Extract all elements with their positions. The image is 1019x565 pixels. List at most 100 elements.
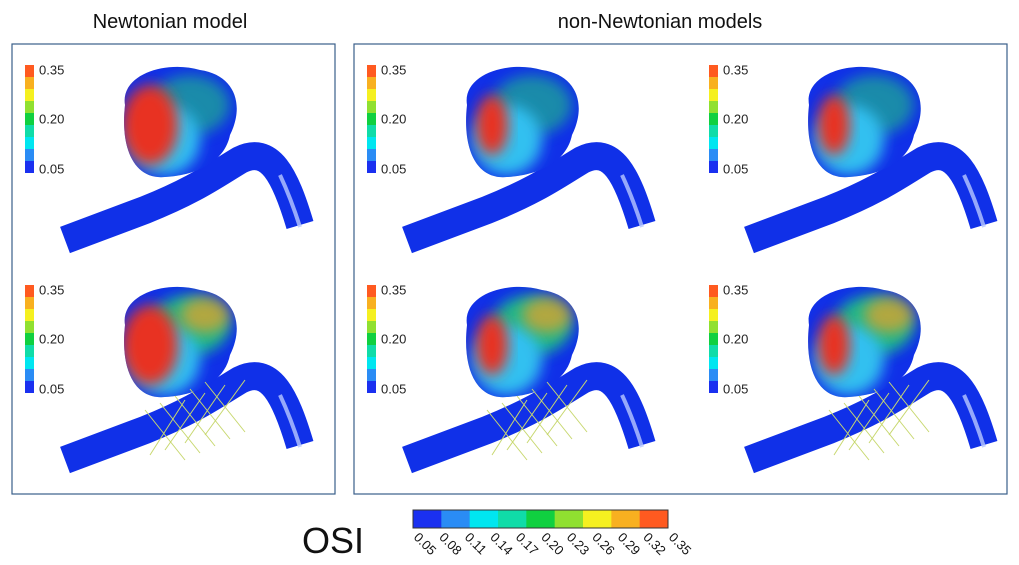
- legend-label: 0.20: [39, 111, 64, 126]
- legend-swatch: [367, 345, 376, 357]
- legend-swatch: [25, 345, 34, 357]
- colorbar-tick: 0.23: [564, 530, 593, 559]
- legend-swatch: [367, 149, 376, 161]
- legend-swatch: [25, 161, 34, 173]
- legend-swatch: [25, 285, 34, 297]
- legend-swatch: [709, 113, 718, 125]
- panel: 0.35 0.20 0.05: [709, 62, 984, 240]
- panels: 0.350.200.050.350.200.050.350.200.050.35…: [25, 62, 984, 460]
- colorbar-tick: 0.20: [538, 530, 567, 559]
- legend-swatch: [709, 381, 718, 393]
- colorbar-tick: 0.05: [411, 530, 440, 559]
- legend-label: 0.20: [723, 111, 748, 126]
- heat-red: [476, 95, 508, 155]
- legend-swatch: [25, 381, 34, 393]
- colorbar-tick: 0.26: [589, 530, 618, 559]
- legend-swatch: [709, 297, 718, 309]
- legend-label: 0.05: [723, 161, 748, 176]
- colorbar-swatch: [583, 510, 612, 528]
- legend-label: 0.35: [39, 282, 64, 297]
- legend-swatch: [367, 101, 376, 113]
- legend-label: 0.35: [39, 62, 64, 77]
- panel: 0.35 0.20 0.05: [367, 282, 642, 460]
- legend-swatch: [367, 161, 376, 173]
- legend-swatch: [25, 89, 34, 101]
- legend-swatch: [709, 149, 718, 161]
- legend-label: 0.35: [723, 62, 748, 77]
- left-title: Newtonian model: [93, 11, 248, 33]
- legend-label: 0.20: [39, 331, 64, 346]
- legend-swatch: [709, 161, 718, 173]
- legend-swatch: [709, 321, 718, 333]
- legend-swatch: [709, 101, 718, 113]
- colorbar-swatch: [441, 510, 470, 528]
- legend-label: 0.05: [39, 381, 64, 396]
- legend-swatch: [709, 333, 718, 345]
- legend-swatch: [709, 65, 718, 77]
- legend-swatch: [367, 381, 376, 393]
- colorbar-tick: 0.08: [436, 530, 465, 559]
- legend-swatch: [25, 309, 34, 321]
- legend-swatch: [709, 285, 718, 297]
- heat-red: [122, 85, 178, 165]
- legend-swatch: [25, 333, 34, 345]
- panel: 0.35 0.20 0.05: [25, 62, 300, 240]
- colorbar-tick: 0.17: [513, 530, 542, 559]
- legend-swatch: [709, 309, 718, 321]
- legend-label: 0.35: [723, 282, 748, 297]
- heat-red: [122, 305, 178, 385]
- heat-red: [818, 95, 850, 155]
- legend-label: 0.05: [381, 381, 406, 396]
- right-title: non-Newtonian models: [558, 11, 763, 33]
- heat-orange: [522, 297, 572, 333]
- legend-swatch: [25, 113, 34, 125]
- colorbar: 0.050.080.110.140.170.200.230.260.290.32…: [411, 510, 695, 558]
- colorbar-tick: 0.29: [615, 530, 644, 559]
- colorbar-swatch: [526, 510, 555, 528]
- legend-swatch: [367, 125, 376, 137]
- legend-swatch: [25, 77, 34, 89]
- legend-swatch: [25, 149, 34, 161]
- legend-swatch: [367, 369, 376, 381]
- legend-swatch: [367, 333, 376, 345]
- colorbar-swatch: [611, 510, 640, 528]
- colorbar-tick: 0.35: [666, 530, 695, 559]
- legend-swatch: [25, 137, 34, 149]
- legend-label: 0.05: [39, 161, 64, 176]
- colorbar-tick: 0.11: [462, 530, 490, 558]
- panel: 0.35 0.20 0.05: [367, 62, 642, 240]
- legend-label: 0.35: [381, 62, 406, 77]
- legend-swatch: [25, 65, 34, 77]
- legend-label: 0.20: [381, 111, 406, 126]
- legend-swatch: [367, 309, 376, 321]
- legend-swatch: [25, 357, 34, 369]
- colorbar-swatch: [470, 510, 499, 528]
- legend-swatch: [367, 285, 376, 297]
- legend-label: 0.05: [723, 381, 748, 396]
- legend-label: 0.05: [381, 161, 406, 176]
- legend-label: 0.20: [381, 331, 406, 346]
- legend-swatch: [25, 297, 34, 309]
- colorbar-tick: 0.32: [640, 530, 669, 559]
- colorbar-swatch: [498, 510, 527, 528]
- heat-red: [818, 315, 850, 375]
- legend-swatch: [367, 77, 376, 89]
- colorbar-swatch: [413, 510, 442, 528]
- legend-swatch: [367, 357, 376, 369]
- legend-swatch: [25, 101, 34, 113]
- legend-swatch: [25, 125, 34, 137]
- legend-swatch: [25, 321, 34, 333]
- heat-orange: [864, 297, 914, 333]
- legend-label: 0.20: [723, 331, 748, 346]
- heat-orange: [180, 297, 230, 333]
- legend-swatch: [709, 357, 718, 369]
- legend-swatch: [367, 89, 376, 101]
- legend-swatch: [367, 113, 376, 125]
- legend-label: 0.35: [381, 282, 406, 297]
- legend-swatch: [367, 297, 376, 309]
- heat-red: [476, 315, 508, 375]
- colorbar-tick: 0.14: [487, 530, 516, 559]
- legend-swatch: [709, 77, 718, 89]
- legend-swatch: [709, 137, 718, 149]
- panel: 0.35 0.20 0.05: [709, 282, 984, 460]
